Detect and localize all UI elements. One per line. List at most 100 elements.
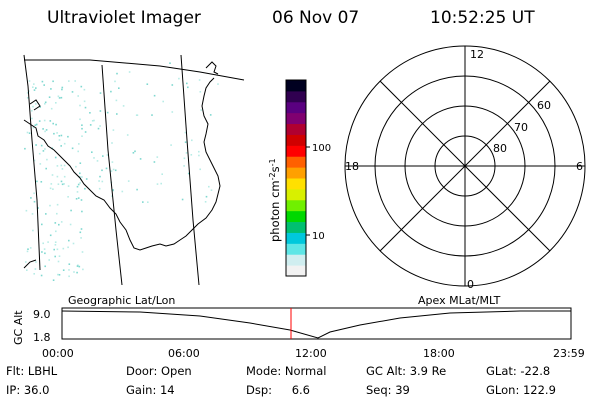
aurora-dot: [60, 134, 63, 137]
aurora-dot: [54, 241, 57, 243]
colorbar-swatch: [286, 134, 306, 146]
aurora-dot: [81, 176, 83, 178]
aurora-dot: [198, 79, 201, 81]
aurora-dot: [79, 162, 82, 164]
aurora-dot: [57, 260, 60, 263]
apex-projection-label: Apex MLat/MLT: [418, 294, 501, 307]
colorbar-swatch: [286, 199, 306, 212]
altitude-xtick-label: 00:00: [42, 347, 74, 360]
aurora-dot: [79, 172, 81, 175]
aurora-dot: [24, 147, 26, 150]
aurora-dot: [62, 247, 65, 250]
colorbar-frame: [285, 79, 307, 277]
colorbar-swatch: [286, 80, 306, 92]
mlat-label-70: 70: [514, 121, 528, 134]
aurora-dot: [128, 71, 131, 73]
colorbar-swatch: [286, 265, 306, 277]
aurora-dot: [80, 237, 82, 239]
aurora-dot: [146, 83, 149, 85]
aurora-dot: [68, 263, 71, 265]
aurora-dot: [76, 271, 78, 274]
aurora-dot: [142, 201, 144, 203]
aurora-dot: [116, 113, 118, 115]
aurora-dot: [45, 129, 48, 131]
aurora-dot: [186, 82, 188, 85]
colorbar: 100 10 photon cm-2s-1: [268, 79, 331, 277]
map-coastline: [23, 259, 37, 269]
mlt-label-18: 18: [345, 160, 359, 173]
aurora-dot: [101, 180, 104, 183]
aurora-dot: [69, 223, 72, 226]
polar-plot: 12 18 6 0 60 70 80: [344, 45, 586, 291]
aurora-dot: [101, 169, 103, 172]
aurora-dot: [44, 265, 46, 268]
aurora-dot: [106, 111, 109, 114]
aurora-dot: [49, 234, 52, 237]
altitude-curve: [61, 310, 571, 339]
aurora-dot: [60, 96, 63, 99]
aurora-dot: [45, 167, 47, 170]
aurora-dot: [98, 180, 100, 182]
aurora-dot: [81, 210, 83, 213]
mlt-label-6: 6: [576, 160, 583, 173]
altitude-xtick-label: 12:00: [295, 347, 327, 360]
altitude-timeline: Geographic Lat/Lon Apex MLat/MLT 9.0 1.8…: [12, 294, 585, 360]
aurora-dot: [99, 92, 102, 94]
aurora-dot: [27, 248, 29, 250]
aurora-dot: [183, 157, 186, 160]
aurora-dot: [58, 97, 61, 99]
aurora-dot: [63, 164, 66, 167]
map-meridian-line: [101, 64, 123, 286]
aurora-dot: [75, 165, 77, 168]
aurora-dot: [29, 247, 32, 249]
status-filter: Flt: LBHL: [6, 364, 58, 378]
aurora-dot: [68, 269, 70, 271]
aurora-dot: [151, 114, 153, 116]
aurora-dot: [33, 89, 36, 91]
aurora-dot: [185, 152, 188, 154]
aurora-dot: [53, 248, 55, 251]
map-coastline: [29, 99, 41, 111]
aurora-dot: [210, 189, 213, 191]
aurora-dot: [51, 174, 54, 176]
aurora-dot: [184, 141, 187, 143]
aurora-dot: [98, 187, 101, 190]
aurora-dot: [32, 229, 34, 232]
aurora-dot: [181, 198, 184, 201]
colorbar-swatch: [286, 123, 306, 135]
aurora-dot: [84, 106, 87, 109]
aurora-dot: [60, 145, 62, 147]
aurora-dot: [153, 161, 156, 163]
aurora-dot: [178, 77, 180, 80]
aurora-dot: [70, 209, 72, 212]
aurora-dot: [205, 195, 208, 198]
date-label: 06 Nov 07: [272, 8, 360, 28]
aurora-dot: [84, 187, 86, 190]
aurora-dot: [67, 246, 69, 249]
altitude-xtick-label: 23:59: [553, 347, 585, 360]
aurora-dot: [63, 142, 66, 145]
colorbar-swatch: [286, 90, 306, 103]
aurora-dot: [26, 92, 29, 94]
aurora-dot: [111, 161, 114, 163]
aurora-dot: [79, 118, 81, 121]
altitude-xtick-label: 18:00: [423, 347, 455, 360]
status-gc-alt: GC Alt: 3.9 Re: [366, 364, 447, 378]
aurora-dot: [31, 213, 34, 215]
colorbar-swatch: [286, 254, 306, 266]
aurora-dot: [41, 223, 43, 226]
aurora-dot: [33, 83, 35, 85]
aurora-dot: [26, 269, 28, 271]
aurora-dot: [61, 168, 64, 170]
status-seq: Seq: 39: [366, 383, 410, 397]
aurora-dot: [184, 131, 187, 134]
aurora-dot: [91, 151, 93, 153]
status-ip: IP: 36.0: [6, 383, 50, 397]
aurora-dot: [136, 188, 138, 191]
aurora-dot: [44, 103, 46, 105]
altitude-xtick-label: 06:00: [168, 347, 200, 360]
aurora-dot: [30, 197, 32, 199]
aurora-dot: [38, 152, 41, 155]
aurora-dot: [28, 132, 31, 134]
aurora-dot: [60, 180, 63, 183]
